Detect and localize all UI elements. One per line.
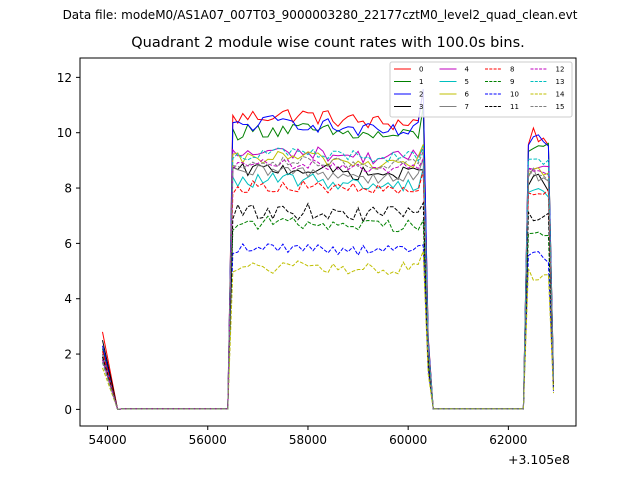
series-line-4 bbox=[102, 146, 554, 410]
series-line-11 bbox=[102, 201, 554, 410]
legend-label: 14 bbox=[556, 91, 565, 99]
legend-label: 15 bbox=[556, 103, 565, 111]
x-offset-label: +3.105e8 bbox=[508, 452, 570, 467]
y-tick-label: 10 bbox=[57, 126, 72, 140]
series-line-1 bbox=[102, 107, 554, 410]
y-tick-label: 6 bbox=[64, 237, 72, 251]
y-tick-label: 2 bbox=[64, 348, 72, 362]
series-line-6 bbox=[102, 144, 554, 410]
legend-label: 12 bbox=[556, 66, 565, 74]
legend-label: 1 bbox=[419, 78, 423, 86]
series-line-0 bbox=[102, 90, 554, 410]
x-tick-label: 54000 bbox=[88, 433, 126, 447]
legend-label: 0 bbox=[419, 66, 423, 74]
legend-label: 9 bbox=[510, 78, 514, 86]
legend-label: 11 bbox=[510, 103, 519, 111]
x-tick-label: 58000 bbox=[289, 433, 327, 447]
legend-label: 4 bbox=[465, 66, 470, 74]
x-tick-label: 56000 bbox=[189, 433, 227, 447]
legend-label: 10 bbox=[510, 91, 519, 99]
x-tick-label: 62000 bbox=[489, 433, 527, 447]
series-line-13 bbox=[102, 145, 554, 410]
series-line-5 bbox=[102, 168, 554, 410]
legend-label: 6 bbox=[465, 91, 470, 99]
data-file-title: Data file: modeM0/AS1A07_007T03_90000032… bbox=[62, 8, 578, 22]
legend-label: 5 bbox=[465, 78, 469, 86]
y-tick-label: 12 bbox=[57, 71, 72, 85]
legend-box bbox=[389, 61, 573, 118]
x-tick-label: 60000 bbox=[389, 433, 427, 447]
series-line-7 bbox=[102, 158, 554, 410]
legend-label: 13 bbox=[556, 78, 565, 86]
legend-label: 8 bbox=[510, 66, 514, 74]
legend-label: 7 bbox=[465, 103, 469, 111]
series-line-12 bbox=[102, 158, 554, 410]
y-tick-label: 4 bbox=[64, 292, 72, 306]
series-line-10 bbox=[102, 242, 554, 410]
legend-label: 3 bbox=[419, 103, 423, 111]
chart-title: Quadrant 2 module wise count rates with … bbox=[131, 35, 525, 51]
y-tick-label: 8 bbox=[64, 182, 72, 196]
plot-lines bbox=[102, 88, 554, 410]
series-line-8 bbox=[102, 170, 554, 410]
series-line-2 bbox=[102, 88, 554, 410]
series-line-3 bbox=[102, 162, 554, 410]
y-tick-label: 0 bbox=[64, 403, 72, 417]
series-line-15 bbox=[102, 150, 554, 410]
series-line-14 bbox=[102, 251, 554, 410]
series-line-9 bbox=[102, 215, 554, 410]
axes-frame bbox=[79, 57, 577, 427]
legend-label: 2 bbox=[419, 91, 423, 99]
